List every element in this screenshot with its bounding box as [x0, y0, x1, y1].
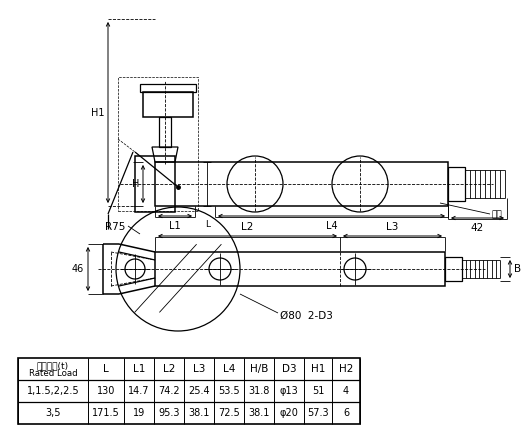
Bar	[159, 117, 171, 147]
Text: 1,1.5,2,2.5: 1,1.5,2,2.5	[26, 386, 80, 396]
Text: 4: 4	[343, 386, 349, 396]
Text: 74.2: 74.2	[158, 386, 180, 396]
Bar	[143, 92, 193, 117]
Bar	[118, 77, 198, 211]
Text: L4: L4	[223, 364, 235, 374]
Text: 171.5: 171.5	[92, 408, 120, 418]
Text: 38.1: 38.1	[249, 408, 270, 418]
Text: 130: 130	[97, 386, 115, 396]
Text: L1: L1	[169, 221, 181, 231]
Bar	[448, 167, 465, 201]
Text: 42: 42	[471, 223, 484, 233]
Text: L3: L3	[386, 222, 399, 232]
Text: 额定载荷(t): 额定载荷(t)	[37, 361, 69, 370]
Text: 46: 46	[72, 264, 84, 274]
Text: 19: 19	[133, 408, 145, 418]
Text: 72.5: 72.5	[218, 408, 240, 418]
Text: L3: L3	[193, 364, 205, 374]
Text: 25.4: 25.4	[188, 386, 210, 396]
Text: B: B	[514, 264, 521, 274]
Text: Rated Load: Rated Load	[29, 369, 77, 378]
Text: 6: 6	[343, 408, 349, 418]
Bar	[135, 156, 175, 212]
Text: L2: L2	[241, 222, 254, 232]
Text: H/B: H/B	[250, 364, 268, 374]
Text: 38.1: 38.1	[188, 408, 210, 418]
Text: H2: H2	[339, 364, 353, 374]
Text: H: H	[131, 179, 139, 189]
Bar	[140, 84, 196, 92]
Text: 垫片: 垫片	[492, 210, 503, 220]
Text: 57.3: 57.3	[307, 408, 329, 418]
Text: L2: L2	[163, 364, 175, 374]
Text: 3,5: 3,5	[45, 408, 61, 418]
Text: L: L	[103, 364, 109, 374]
Bar	[155, 162, 448, 206]
Text: φ20: φ20	[279, 408, 298, 418]
Text: L1: L1	[133, 364, 145, 374]
Text: 53.5: 53.5	[218, 386, 240, 396]
Text: R75: R75	[105, 222, 125, 232]
Bar	[18, 358, 360, 424]
Text: H1: H1	[91, 108, 104, 118]
Text: L4: L4	[326, 221, 337, 231]
Text: 51: 51	[312, 386, 324, 396]
Text: 31.8: 31.8	[249, 386, 270, 396]
Text: D3: D3	[281, 364, 296, 374]
Text: Ø80  2-D3: Ø80 2-D3	[280, 311, 333, 321]
Text: φ13: φ13	[280, 386, 298, 396]
Bar	[155, 252, 445, 286]
Text: L: L	[206, 220, 210, 229]
Bar	[445, 257, 462, 281]
Text: H1: H1	[311, 364, 325, 374]
Text: 95.3: 95.3	[158, 408, 180, 418]
Text: 14.7: 14.7	[128, 386, 150, 396]
